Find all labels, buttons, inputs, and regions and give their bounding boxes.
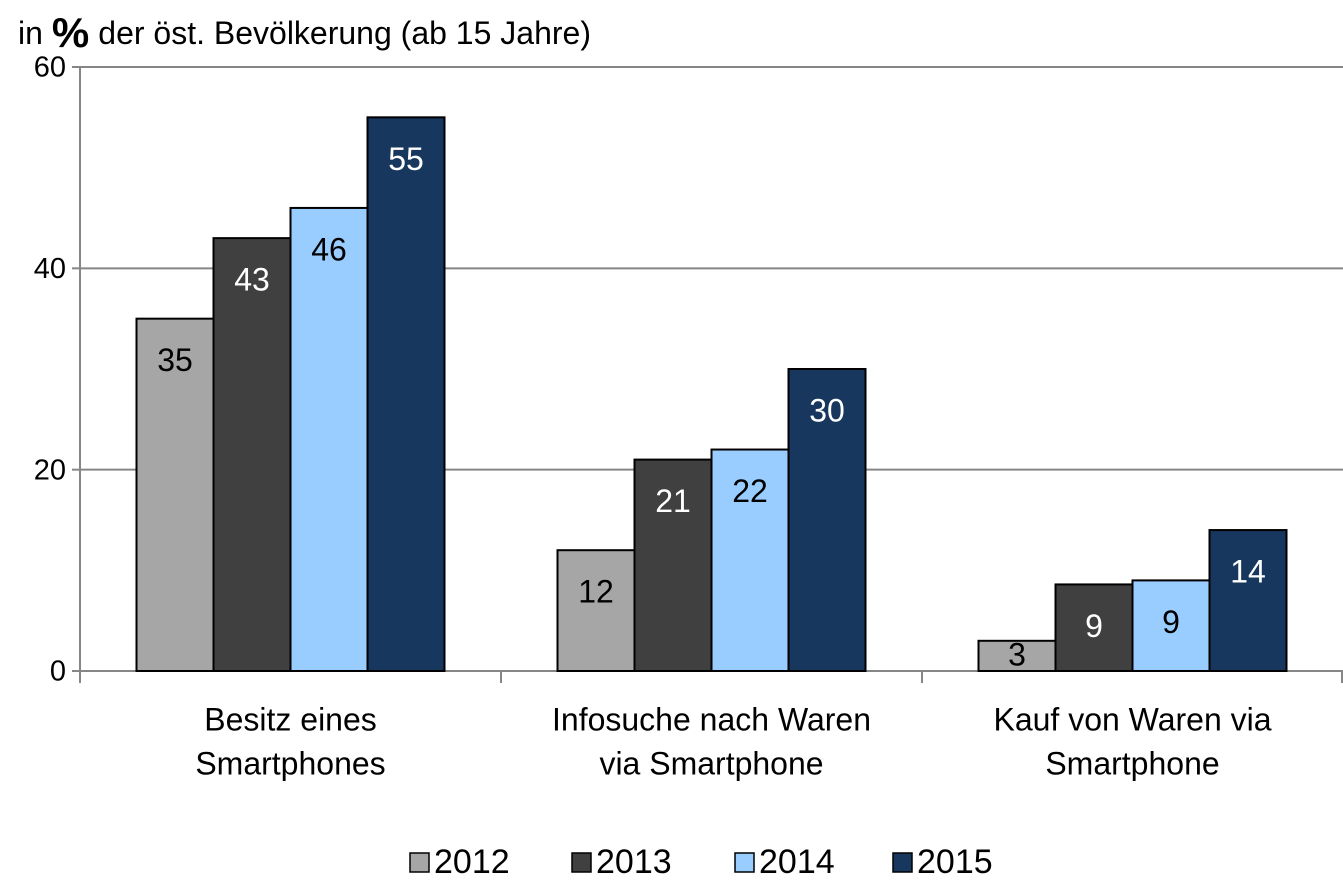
legend-swatch (892, 852, 913, 873)
chart-title: in% der öst. Bevölkerung (ab 15 Jahre) (18, 9, 591, 56)
legend-swatch (734, 852, 755, 873)
x-tick-label: Besitz eines (204, 701, 377, 737)
bar (710, 448, 790, 672)
data-label: 14 (1230, 554, 1266, 590)
title-part: in (18, 15, 43, 51)
data-label: 35 (157, 342, 193, 378)
legend-swatch (409, 852, 430, 873)
data-label: 3 (1008, 636, 1026, 672)
bar (556, 549, 636, 673)
bar (977, 639, 1057, 672)
x-tick-label: via Smartphone (599, 745, 823, 781)
data-label: 30 (809, 392, 845, 428)
bar (1054, 583, 1134, 673)
data-label: 55 (388, 141, 424, 177)
y-tick-label: 20 (34, 454, 66, 486)
x-tick-label: Kauf von Waren via (993, 701, 1271, 737)
y-tick-label: 60 (34, 52, 66, 84)
title-part: % (52, 9, 89, 56)
legend-label: 2015 (917, 843, 993, 881)
data-label: 9 (1162, 604, 1180, 640)
bar (212, 237, 292, 672)
data-label: 22 (732, 473, 768, 509)
bar (1208, 529, 1288, 672)
bar (1131, 579, 1211, 673)
x-tick-label: Smartphone (1045, 745, 1219, 781)
x-tick-label: Smartphones (195, 745, 385, 781)
legend-label: 2014 (759, 843, 835, 881)
legend-label: 2013 (596, 843, 672, 881)
data-label: 9 (1085, 608, 1103, 644)
y-tick-label: 40 (34, 253, 66, 285)
legend-label: 2012 (434, 843, 510, 881)
x-tick-label: Infosuche nach Waren (552, 701, 871, 737)
data-label: 46 (311, 231, 347, 267)
bar (633, 458, 713, 672)
bar (787, 368, 867, 672)
title-part: der öst. Bevölkerung (ab 15 Jahre) (98, 15, 591, 51)
legend-swatch (571, 852, 592, 873)
bar (135, 317, 215, 672)
data-label: 21 (655, 483, 691, 519)
data-label: 43 (234, 262, 270, 298)
bar (366, 116, 446, 673)
data-label: 12 (578, 574, 614, 610)
bar (289, 206, 369, 673)
y-tick-label: 0 (50, 656, 66, 688)
